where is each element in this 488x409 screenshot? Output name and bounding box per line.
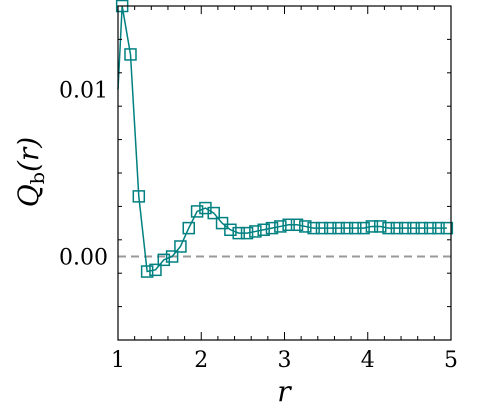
- data-point-marker: [132, 190, 146, 203]
- data-point-marker: [415, 221, 429, 235]
- axes-frame-layer: [117, 5, 452, 341]
- data-point-marker: [299, 220, 312, 233]
- data-point-marker: [240, 226, 254, 240]
- data-point-marker: [157, 253, 171, 267]
- axes-frame: [117, 5, 452, 341]
- data-point-marker: [423, 221, 437, 235]
- y-tick-label: 0.00: [59, 246, 108, 271]
- data-point-marker: [249, 225, 262, 238]
- data-point-marker: [357, 221, 370, 235]
- data-point-marker: [182, 221, 196, 235]
- data-point-marker: [398, 221, 412, 235]
- data-point-marker: [382, 221, 395, 235]
- data-point-marker: [207, 206, 220, 220]
- data-point-marker: [332, 221, 345, 235]
- x-tick-label: 2: [194, 348, 208, 373]
- x-tick-label: 5: [444, 348, 458, 373]
- data-point-marker: [232, 226, 245, 240]
- data-point-marker: [390, 221, 404, 235]
- data-point-marker: [190, 205, 204, 218]
- data-point-marker: [282, 218, 295, 232]
- x-tick-label: 3: [278, 348, 292, 373]
- data-point-marker: [373, 220, 387, 233]
- data-point-marker: [124, 48, 137, 61]
- x-tick-label: 1: [111, 348, 125, 373]
- data-point-marker: [257, 223, 270, 237]
- tick-labels-layer: 1 2 3 4 5 0.00 0.01: [59, 79, 458, 374]
- data-point-marker: [440, 221, 454, 235]
- y-axis-label: Qb(r): [12, 137, 49, 207]
- data-point-marker: [407, 221, 420, 235]
- data-point-marker: [224, 223, 237, 237]
- x-axis-label: r: [277, 375, 292, 408]
- data-point-marker: [140, 265, 154, 278]
- data-point-marker: [174, 240, 187, 253]
- data-point-marker: [365, 220, 379, 233]
- data-point-marker: [265, 221, 279, 235]
- data-point-marker: [432, 221, 445, 235]
- data-point-marker: [215, 216, 229, 230]
- series-layer: [115, 0, 454, 278]
- data-point-marker: [315, 221, 329, 235]
- data-point-marker: [324, 221, 337, 235]
- ticks-layer: [117, 5, 452, 341]
- data-point-marker: [290, 218, 304, 232]
- data-point-marker: [149, 263, 162, 277]
- y-tick-label: 0.01: [59, 79, 108, 104]
- data-point-marker: [165, 250, 179, 263]
- data-point-marker: [349, 221, 362, 235]
- data-point-marker: [340, 221, 354, 235]
- data-point-marker: [307, 221, 320, 235]
- x-tick-label: 4: [361, 348, 375, 373]
- y-axis-label-arg: (r): [12, 137, 45, 172]
- y-axis-label-main: Q: [12, 184, 45, 207]
- y-axis-label-sub: b: [27, 172, 49, 184]
- data-point-marker: [274, 220, 287, 233]
